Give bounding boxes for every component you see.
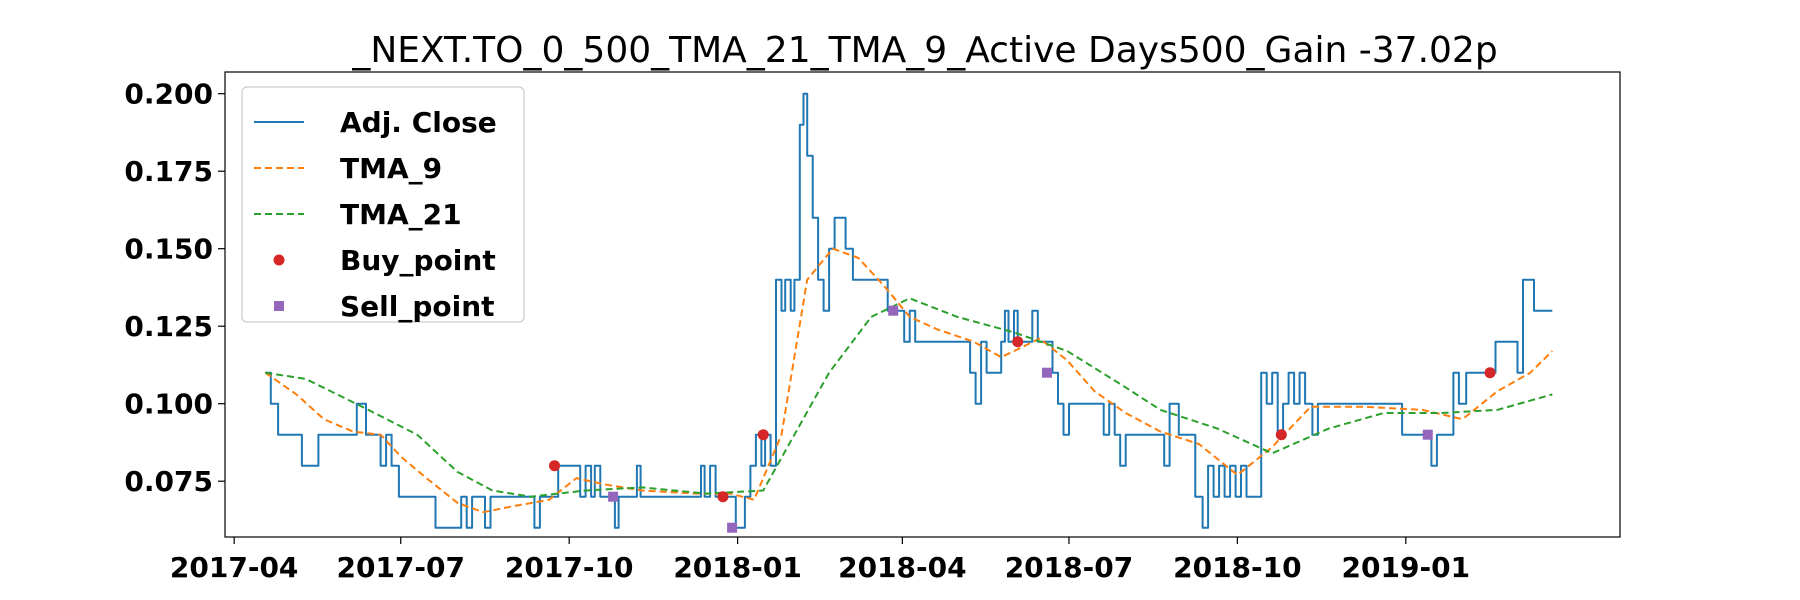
buy-point-marker-6 (1484, 367, 1496, 379)
legend-swatch-buy-point (273, 254, 285, 266)
series-layer (264, 92, 1554, 533)
buy-point-marker-2 (717, 491, 729, 503)
x-tick-label-2018-07: 2018-07 (1005, 551, 1134, 584)
legend-label-buy-point: Buy_point (340, 244, 496, 277)
sell-point-marker-1 (608, 491, 619, 502)
sell-point-marker-5 (1422, 429, 1433, 440)
legend-label-adj-close: Adj. Close (340, 106, 497, 139)
y-tick-label-0.200: 0.200 (124, 78, 213, 111)
y-axis: 0.075 0.100 0.125 0.150 0.175 0.200 (124, 78, 225, 498)
y-tick-label-0.175: 0.175 (124, 155, 213, 188)
y-tick-label-0.075: 0.075 (124, 465, 213, 498)
x-tick-label-2018-01: 2018-01 (673, 551, 802, 584)
x-tick-label-2017-04: 2017-04 (170, 551, 299, 584)
x-tick-label-2018-10: 2018-10 (1173, 551, 1302, 584)
legend-label-tma-9: TMA_9 (340, 152, 442, 185)
x-axis: 2017-04 2017-07 2017-10 2018-01 2018-04 2018-… (170, 537, 1470, 584)
y-tick-label-0.150: 0.150 (124, 233, 213, 266)
legend-swatch-sell-point (274, 301, 284, 311)
sell-point-marker-4 (1041, 367, 1052, 378)
series-line-tma-21 (265, 297, 1553, 498)
buy-point-marker-3 (757, 429, 769, 441)
x-tick-label-2018-04: 2018-04 (838, 551, 967, 584)
y-tick-label-0.100: 0.100 (124, 388, 213, 421)
sell-point-marker-2 (727, 522, 738, 533)
buy-point-marker-5 (1275, 429, 1287, 441)
legend: Adj. Close TMA_9 TMA_21 Buy_point Sell_point (241, 86, 525, 323)
chart-title: _NEXT.TO_0_500_TMA_21_TMA_9_Active Days5… (351, 30, 1497, 71)
legend-label-sell-point: Sell_point (340, 290, 495, 323)
legend-label-tma-21: TMA_21 (340, 198, 462, 231)
plot-area-frame (224, 71, 1621, 538)
legend-box (241, 86, 525, 323)
buy-point-marker-1 (549, 460, 561, 472)
x-tick-label-2017-10: 2017-10 (505, 551, 634, 584)
y-tick-label-0.125: 0.125 (124, 310, 213, 343)
x-tick-label-2017-07: 2017-07 (336, 551, 465, 584)
series-line-adj-close (265, 92, 1553, 529)
sell-point-marker-3 (888, 305, 899, 316)
x-tick-label-2019-01: 2019-01 (1342, 551, 1471, 584)
buy-point-marker-4 (1012, 336, 1024, 348)
